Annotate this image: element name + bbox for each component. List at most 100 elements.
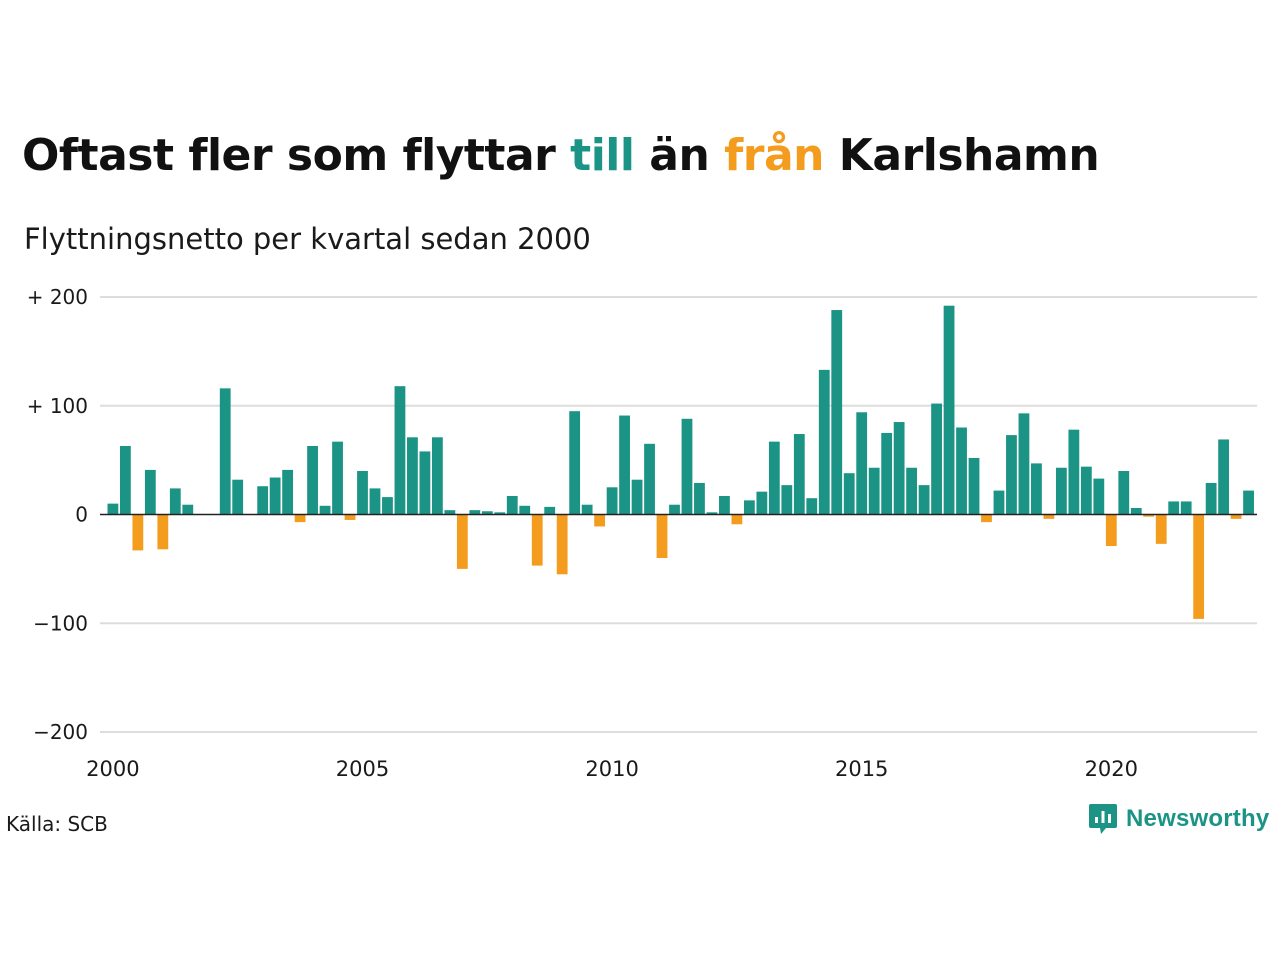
bar [993, 490, 1005, 515]
bar [719, 496, 730, 515]
bar [269, 477, 281, 515]
bar [494, 512, 506, 515]
bar [1243, 490, 1254, 515]
bar [1055, 467, 1067, 515]
bar [644, 443, 655, 515]
bar [1043, 514, 1055, 519]
x-tick-label: 2000 [86, 757, 139, 781]
bar [818, 369, 830, 515]
title-part-3: Karlshamn [823, 130, 1100, 181]
y-tick-label: 0 [75, 503, 88, 527]
bar [1205, 482, 1217, 515]
bar [918, 485, 930, 515]
brand: Newsworthy [1088, 802, 1269, 836]
bar [157, 514, 169, 550]
bar [1068, 429, 1080, 515]
title-word-fran: från [724, 130, 824, 181]
bar [881, 432, 893, 515]
bar [968, 457, 980, 515]
bar [169, 488, 181, 515]
bar [344, 514, 356, 520]
bar [893, 422, 905, 515]
x-tick-label: 2005 [336, 757, 389, 781]
bar [481, 511, 493, 515]
title-part-1: Oftast fler som flyttar [22, 130, 571, 181]
bar [931, 403, 942, 515]
bar [1118, 471, 1130, 515]
bar [469, 510, 481, 515]
bar [768, 441, 780, 515]
bar [369, 488, 381, 515]
bar [731, 514, 743, 525]
bar [407, 437, 418, 515]
bar [868, 467, 880, 515]
bar [382, 497, 393, 515]
bar [556, 514, 568, 575]
bar [631, 479, 643, 515]
bar [182, 504, 194, 515]
y-axis-labels: + 200 + 100 0 −100 −200 [27, 285, 88, 744]
bar [257, 486, 269, 515]
x-tick-label: 2010 [585, 757, 638, 781]
y-tick-label: + 100 [27, 394, 88, 418]
bar [1168, 501, 1180, 515]
bar [1180, 501, 1192, 515]
bar [1031, 463, 1042, 515]
chart-subtitle: Flyttningsnetto per kvartal sedan 2000 [24, 222, 591, 256]
bar [656, 514, 668, 558]
bar [843, 473, 855, 515]
bar [307, 445, 318, 515]
bar [519, 505, 531, 515]
bar [981, 514, 992, 523]
bar [506, 496, 518, 515]
chart-title: Oftast fler som flyttar till än från Kar… [22, 130, 1100, 181]
bar [431, 437, 443, 515]
bar [831, 310, 843, 515]
bar [743, 500, 755, 515]
bar [456, 514, 468, 569]
x-tick-label: 2015 [835, 757, 888, 781]
bar [756, 491, 768, 515]
bar [856, 412, 868, 515]
bar [1218, 439, 1230, 515]
bar [319, 505, 331, 515]
bar [1093, 478, 1105, 515]
bar [943, 305, 955, 515]
bar [606, 487, 618, 515]
newsworthy-logo-icon [1089, 804, 1117, 834]
bar [669, 504, 680, 515]
gridlines [100, 296, 1257, 733]
bar [1105, 514, 1117, 547]
bar [806, 498, 818, 515]
bar [793, 434, 805, 515]
bar [956, 427, 967, 515]
brand-name: Newsworthy [1126, 805, 1270, 832]
bar [594, 514, 606, 527]
bar [581, 504, 593, 515]
bar [1193, 514, 1205, 619]
bar [294, 514, 306, 523]
bar [357, 471, 368, 515]
bar [1130, 507, 1142, 515]
bar [132, 514, 144, 551]
bar [332, 441, 343, 515]
bar [394, 386, 406, 515]
bar [544, 506, 556, 515]
bar [107, 503, 119, 515]
bar [1006, 435, 1017, 515]
bar [1155, 514, 1167, 544]
bar [419, 451, 431, 515]
y-tick-label: −100 [33, 611, 88, 635]
bar [906, 467, 918, 515]
bar [706, 512, 718, 515]
bar [282, 469, 294, 515]
bar [232, 479, 244, 515]
x-tick-label: 2020 [1085, 757, 1138, 781]
bar [219, 388, 231, 515]
bar [1080, 466, 1092, 515]
bar [531, 514, 543, 566]
bar [569, 411, 581, 515]
title-part-2: än [634, 130, 725, 181]
source-note: Källa: SCB [6, 812, 108, 836]
bar-chart: + 200 + 100 0 −100 −200 2000 2005 2010 2015 2020 [27, 285, 1257, 781]
